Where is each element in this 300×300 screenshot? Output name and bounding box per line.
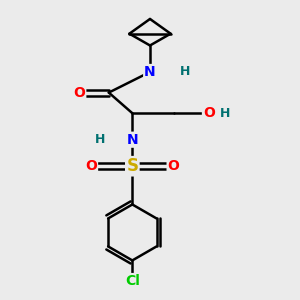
Text: N: N — [144, 65, 156, 79]
Text: H: H — [220, 107, 230, 120]
Text: O: O — [203, 106, 215, 120]
Text: O: O — [85, 159, 97, 173]
Text: O: O — [168, 159, 179, 173]
Text: H: H — [95, 133, 105, 146]
Text: S: S — [126, 157, 138, 175]
Text: O: O — [74, 85, 85, 100]
Text: H: H — [180, 65, 190, 79]
Text: Cl: Cl — [125, 274, 140, 288]
Text: N: N — [127, 133, 138, 147]
